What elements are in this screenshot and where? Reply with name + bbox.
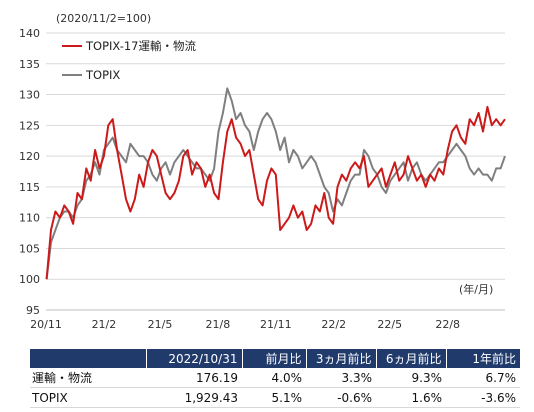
stats-header-1y: 1年前比 bbox=[446, 349, 520, 368]
y-axis: 95 100 105 110 115 120 125 130 135 140 bbox=[19, 27, 40, 317]
x-tick-label: 22/2 bbox=[321, 318, 346, 331]
row-value: 176.19 bbox=[146, 368, 242, 388]
row-mom: 4.0% bbox=[242, 368, 306, 388]
row-3m: 3.3% bbox=[306, 368, 376, 388]
legend-label-topix: TOPIX bbox=[85, 68, 120, 82]
x-tick-label: 22/8 bbox=[435, 318, 460, 331]
x-tick-label: 22/5 bbox=[377, 318, 402, 331]
x-tick-label: 21/5 bbox=[148, 318, 173, 331]
row-mom: 5.1% bbox=[242, 387, 306, 408]
row-value: 1,929.43 bbox=[146, 387, 242, 408]
y-tick-label: 95 bbox=[26, 304, 40, 317]
stats-header-6m: 6ヵ月前比 bbox=[376, 349, 447, 368]
series-lines bbox=[45, 87, 506, 280]
x-tick-label: 21/11 bbox=[260, 318, 292, 331]
x-tick-label: 21/2 bbox=[92, 318, 117, 331]
line-chart: (2020/11/2=100) 95 100 105 110 115 120 125 130 1… bbox=[19, 12, 506, 331]
y-tick-label: 110 bbox=[19, 212, 40, 225]
stats-table: 2022/10/31 前月比 3ヵ月前比 6ヵ月前比 1年前比 運輸・物流 17… bbox=[30, 349, 520, 408]
y-tick-label: 115 bbox=[19, 181, 40, 194]
y-tick-label: 135 bbox=[19, 58, 40, 71]
x-tick-label: 21/8 bbox=[206, 318, 231, 331]
y-tick-label: 100 bbox=[19, 273, 40, 286]
legend-label-sector: TOPIX-17運輸・物流 bbox=[85, 39, 196, 53]
row-6m: 1.6% bbox=[376, 387, 446, 408]
row-3m: -0.6% bbox=[306, 387, 376, 408]
y-tick-label: 105 bbox=[19, 242, 40, 255]
stats-header-row: 2022/10/31 前月比 3ヵ月前比 6ヵ月前比 1年前比 bbox=[30, 349, 520, 368]
stats-header-date: 2022/10/31 bbox=[146, 349, 243, 368]
row-name: 運輸・物流 bbox=[30, 368, 146, 388]
y-tick-label: 130 bbox=[19, 89, 40, 102]
legend: TOPIX-17運輸・物流 TOPIX bbox=[62, 39, 196, 82]
x-axis: 20/11 21/2 21/5 21/8 21/11 22/2 22/5 22/8 bbox=[30, 309, 505, 331]
row-6m: 9.3% bbox=[376, 368, 446, 388]
y-tick-label: 140 bbox=[19, 27, 40, 40]
row-1y: -3.6% bbox=[446, 387, 520, 408]
x-tick-label: 20/11 bbox=[30, 318, 62, 331]
unit-note: (年/月) bbox=[459, 282, 493, 296]
row-name: TOPIX bbox=[30, 387, 146, 408]
stats-header-3m: 3ヵ月前比 bbox=[306, 349, 377, 368]
series-line-sector bbox=[45, 105, 506, 280]
base-note: (2020/11/2=100) bbox=[56, 12, 151, 25]
table-row: TOPIX 1,929.43 5.1% -0.6% 1.6% -3.6% bbox=[30, 387, 520, 408]
row-1y: 6.7% bbox=[446, 368, 520, 388]
y-tick-label: 125 bbox=[19, 119, 40, 132]
stats-header-mom: 前月比 bbox=[242, 349, 307, 368]
y-tick-label: 120 bbox=[19, 150, 40, 163]
table-row: 運輸・物流 176.19 4.0% 3.3% 9.3% 6.7% bbox=[30, 368, 520, 388]
stats-header-blank bbox=[30, 349, 147, 368]
